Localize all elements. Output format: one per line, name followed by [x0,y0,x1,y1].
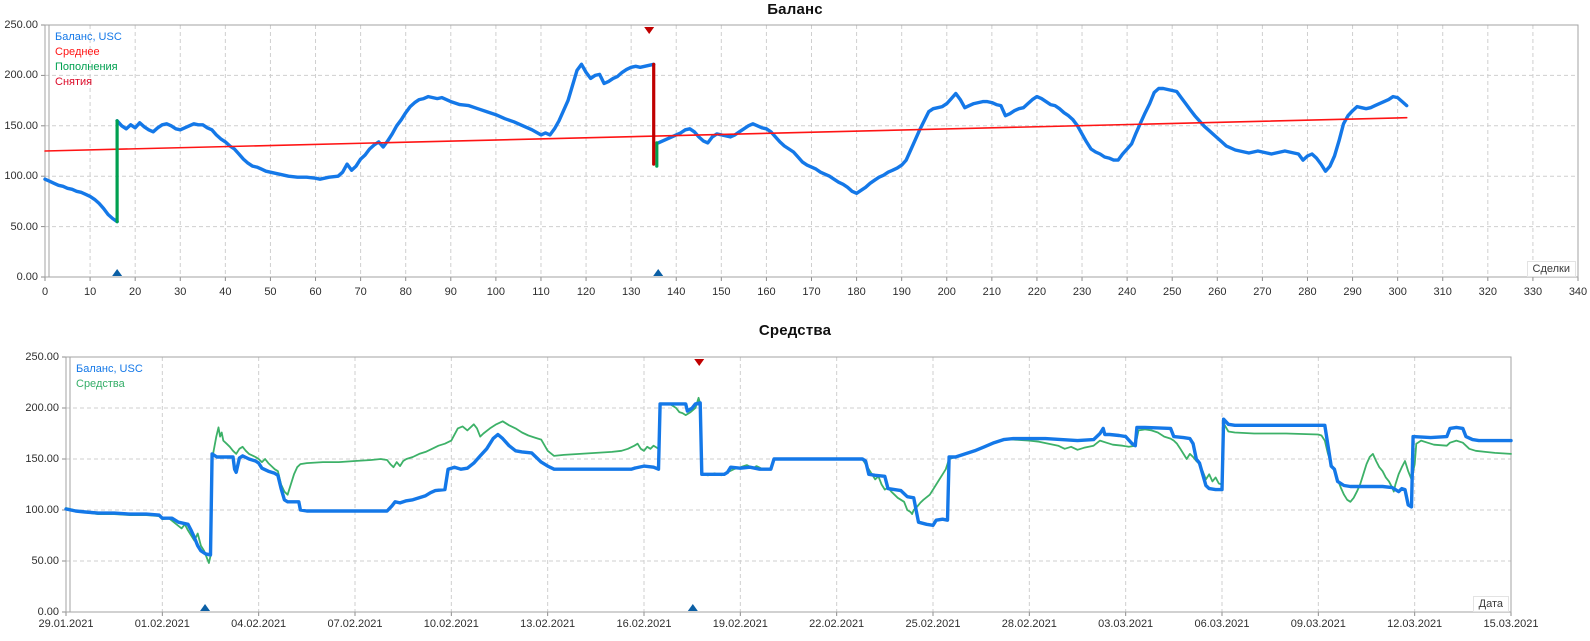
y-tick-label: 50.00 [31,555,59,567]
legend-item: Пополнения [55,61,118,73]
legend-item: Средства [76,378,125,390]
series-balance [115,62,656,181]
x-tick-label: 22.02.2021 [809,618,865,630]
x-tick-label: 60 [309,286,322,298]
x-tick-label: 170 [802,286,821,298]
series-balance [64,401,1513,557]
x-tick-label: 10.02.2021 [423,618,479,630]
x-tick-label: 210 [982,286,1002,298]
x-tick-label: 30 [174,286,187,298]
legend-item: Среднее [55,46,100,58]
legend-item: Баланс, USC [76,363,143,375]
x-tick-label: 150 [712,286,731,298]
x-tick-label: 190 [892,286,911,298]
x-tick-label: 80 [399,286,412,298]
y-tick-label: 50.00 [10,220,38,233]
x-tick-label: 19.02.2021 [712,618,768,630]
x-tick-label: 15.03.2021 [1483,618,1539,630]
x-tick-label: 01.02.2021 [134,618,190,630]
deposit-marker-icon [687,604,698,611]
x-tick-label: 90 [444,286,457,298]
series-mean [44,116,1408,152]
balance-chart-title: Баланс [767,1,823,18]
x-tick-label: 07.02.2021 [327,618,383,630]
y-tick-label: 100.00 [25,504,59,516]
x-tick-label: 28.02.2021 [1001,618,1057,630]
x-tick-label: 20 [129,286,142,298]
x-tick-label: 270 [1253,286,1272,298]
y-tick-label: 100.00 [4,170,38,183]
x-tick-label: 06.03.2021 [1194,618,1250,630]
x-tick-label: 40 [219,286,232,298]
x-tick-label: 340 [1568,286,1588,298]
x-tick-label: 04.02.2021 [231,618,287,630]
y-tick-label: 200.00 [25,402,59,414]
y-tick-label: 250.00 [25,351,59,363]
x-tick-label: 09.03.2021 [1290,618,1346,630]
x-tick-label: 320 [1478,286,1497,298]
x-tick-label: 110 [532,286,550,298]
withdrawal-marker-icon [694,359,705,366]
withdrawal-marker-icon [644,27,655,34]
x-tick-label: 29.01.2021 [38,618,94,630]
x-tick-label: 290 [1343,286,1362,298]
x-tick-label: 180 [847,286,866,298]
x-tick-label: 260 [1208,286,1227,298]
x-tick-label: 240 [1117,286,1137,298]
x-tick-label: 250 [1163,286,1182,298]
plot-frame [65,356,1512,613]
x-tick-label: 230 [1072,286,1092,298]
x-tick-label: 0 [41,286,49,298]
balance-legend: Баланс, USC Среднее Пополнения Снятия [55,30,122,90]
x-tick-label: 220 [1027,286,1047,298]
x-tick-label: 25.02.2021 [905,618,961,630]
equity-chart-title: Средства [758,322,832,339]
x-tick-label: 160 [757,286,776,298]
legend-item: Снятия [55,76,93,88]
x-tick-label: 10 [83,286,97,298]
x-tick-label: 130 [621,286,641,298]
deposit-marker-icon [653,269,664,276]
y-tick-label: 250.00 [4,19,38,31]
x-tick-label: 280 [1298,286,1317,298]
x-tick-label: 300 [1388,286,1407,298]
x-tick-label: 12.03.2021 [1387,618,1443,630]
deposit-marker-icon [112,269,123,276]
deposit-marker-icon [200,604,211,611]
x-tick-label: 140 [667,286,686,298]
y-tick-label: 150.00 [25,453,59,465]
x-tick-label: 03.03.2021 [1098,618,1154,630]
equity-legend: Баланс, USC Средства [76,362,143,392]
x-tick-label: 13.02.2021 [520,618,576,630]
series-equity [65,396,1512,564]
equity-x-axis-label: Дата [1472,596,1509,612]
y-tick-label: 200.00 [4,69,38,82]
x-tick-label: 120 [576,286,596,298]
series-balance [43,177,119,224]
series-balance [656,86,1409,196]
y-tick-label: 0.00 [16,271,38,283]
x-tick-label: 70 [354,286,367,298]
legend-item: Баланс, USC [55,31,122,43]
x-tick-label: 310 [1433,286,1452,298]
y-tick-label: 0.00 [37,606,59,618]
y-tick-label: 150.00 [4,119,38,132]
x-tick-label: 100 [486,286,506,298]
x-tick-label: 330 [1523,286,1543,298]
x-tick-label: 16.02.2021 [616,618,672,630]
x-tick-label: 50 [264,286,277,298]
x-tick-label: 200 [937,286,956,298]
balance-x-axis-label: Сделки [1526,261,1576,277]
